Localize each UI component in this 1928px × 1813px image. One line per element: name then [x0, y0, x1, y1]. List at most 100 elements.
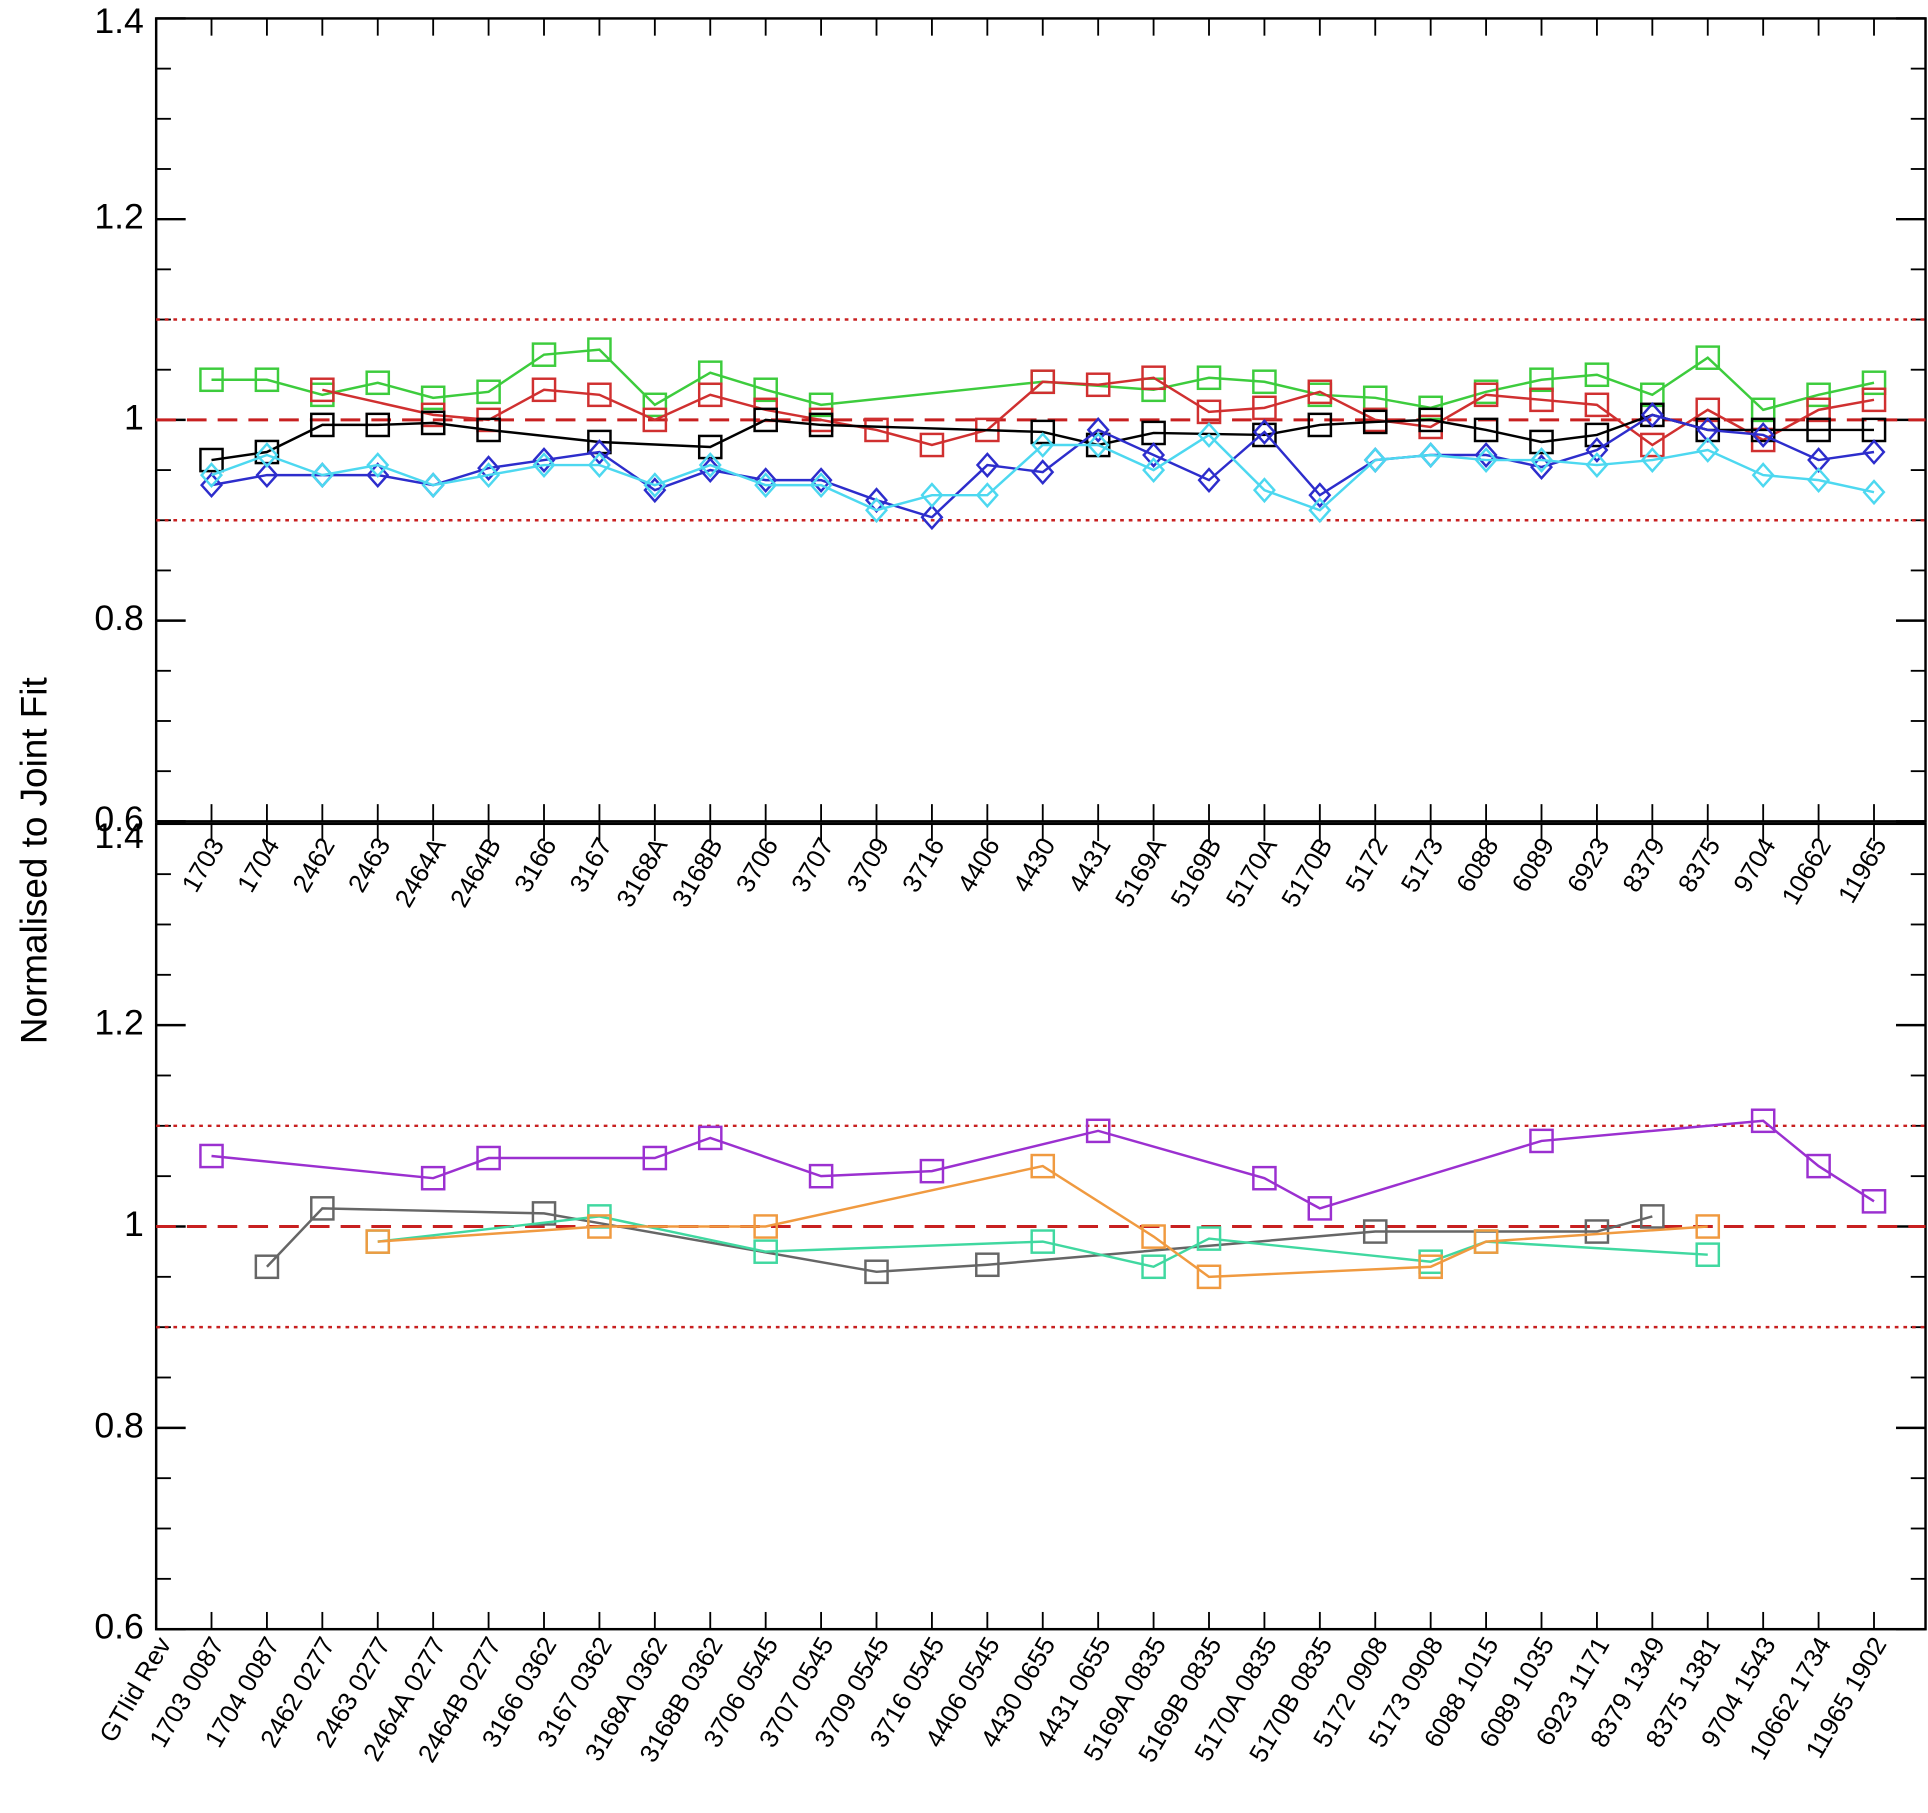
- data-point: [1584, 422, 1610, 448]
- data-point: [310, 1196, 335, 1221]
- data-point: [975, 1252, 1000, 1278]
- x-tick-label: 5170B: [1277, 833, 1339, 912]
- x-tick-label: 3167: [565, 833, 618, 897]
- x-tick-label: 2464A: [390, 833, 452, 912]
- x-tick-label: 5172: [1341, 833, 1394, 897]
- y-axis-label: Normalised to Joint Fit: [14, 677, 55, 1044]
- data-point: [1696, 417, 1720, 443]
- data-point: [920, 482, 944, 509]
- data-point: [1861, 1189, 1887, 1214]
- data-point: [1585, 437, 1609, 463]
- data-point: [1252, 1165, 1277, 1191]
- data-point: [531, 342, 557, 367]
- data-point: [365, 1229, 391, 1254]
- data-point: [1142, 457, 1166, 483]
- data-point: [1750, 417, 1776, 443]
- data-point: [919, 432, 945, 458]
- data-point: [587, 382, 612, 408]
- data-point: [1862, 479, 1886, 506]
- data-point: [809, 467, 833, 494]
- data-point: [1695, 1214, 1721, 1239]
- data-point: [1529, 429, 1554, 455]
- data-point: [698, 452, 722, 478]
- data-point: [919, 1158, 945, 1184]
- data-point: [865, 497, 888, 524]
- data-point: [808, 392, 834, 418]
- data-point: [476, 1145, 501, 1171]
- data-point: [642, 392, 668, 418]
- series-line: [377, 1215, 1708, 1269]
- x-tick-label: 2463: [343, 833, 396, 897]
- x-tick-label: 6923: [1562, 833, 1615, 897]
- data-point: [864, 1259, 889, 1285]
- data-point: [1141, 1224, 1166, 1249]
- y-tick-label: 0.8: [94, 1405, 144, 1445]
- x-tick-label: 3168B: [667, 833, 729, 912]
- series-line: [211, 348, 1875, 412]
- data-point: [1584, 362, 1610, 388]
- data-point: [365, 412, 391, 438]
- data-point: [310, 462, 334, 489]
- data-point: [1862, 439, 1886, 465]
- data-point: [199, 367, 224, 393]
- data-point: [1696, 437, 1720, 463]
- data-point: [1196, 365, 1222, 391]
- y-tick-label: 1: [124, 397, 144, 437]
- data-point: [975, 482, 999, 509]
- data-point: [1861, 370, 1887, 396]
- data-point: [1529, 387, 1554, 413]
- series-line: [266, 1207, 1653, 1274]
- x-tick-label: 5169B: [1166, 833, 1228, 912]
- x-tick-label: 2462: [288, 833, 341, 897]
- data-point: [643, 477, 667, 504]
- data-point: [643, 472, 667, 499]
- data-point: [476, 379, 501, 405]
- data-point: [1196, 1226, 1222, 1251]
- data-point: [420, 385, 446, 411]
- data-point: [1751, 422, 1775, 448]
- data-point: [1252, 419, 1276, 445]
- data-point: [1695, 345, 1721, 370]
- data-point: [532, 452, 556, 478]
- data-point: [1308, 497, 1332, 524]
- x-tick-label: 5169A: [1111, 833, 1173, 912]
- data-point: [1031, 459, 1055, 486]
- data-point: [864, 417, 889, 443]
- data-point: [1806, 382, 1831, 408]
- data-point: [532, 447, 556, 473]
- data-point: [477, 462, 501, 489]
- data-point: [1529, 367, 1554, 393]
- y-tick-label: 1.4: [94, 816, 144, 856]
- data-point: [1584, 1219, 1610, 1244]
- data-point: [1252, 477, 1276, 504]
- data-point: [1695, 1242, 1721, 1267]
- data-point: [254, 1254, 280, 1280]
- data-point: [1085, 1118, 1111, 1144]
- data-point: [920, 504, 944, 531]
- x-tick-label: 9704: [1729, 833, 1782, 897]
- data-point: [420, 410, 446, 436]
- data-point: [531, 1201, 557, 1226]
- y-tick-label: 1.4: [94, 1, 144, 41]
- data-point: [1362, 1219, 1388, 1244]
- data-point: [1750, 1108, 1776, 1134]
- data-point: [1473, 1229, 1499, 1254]
- data-point: [1640, 401, 1664, 428]
- data-point: [366, 452, 390, 478]
- x-tick-label: 4431: [1064, 833, 1117, 897]
- data-point: [697, 382, 723, 408]
- x-tick-label: 3166: [510, 833, 563, 897]
- data-point: [1363, 447, 1387, 473]
- data-point: [753, 407, 778, 433]
- data-point: [809, 472, 833, 499]
- data-point: [476, 417, 501, 443]
- data-point: [587, 1214, 612, 1239]
- data-point: [808, 412, 834, 438]
- x-tick-label: 4406: [953, 833, 1006, 897]
- data-point: [1196, 1264, 1222, 1290]
- x-tick-label: 8379: [1618, 833, 1671, 897]
- data-point: [365, 370, 391, 396]
- data-point: [199, 1143, 224, 1169]
- x-tick-label: 3706: [731, 833, 784, 897]
- data-point: [1806, 417, 1831, 443]
